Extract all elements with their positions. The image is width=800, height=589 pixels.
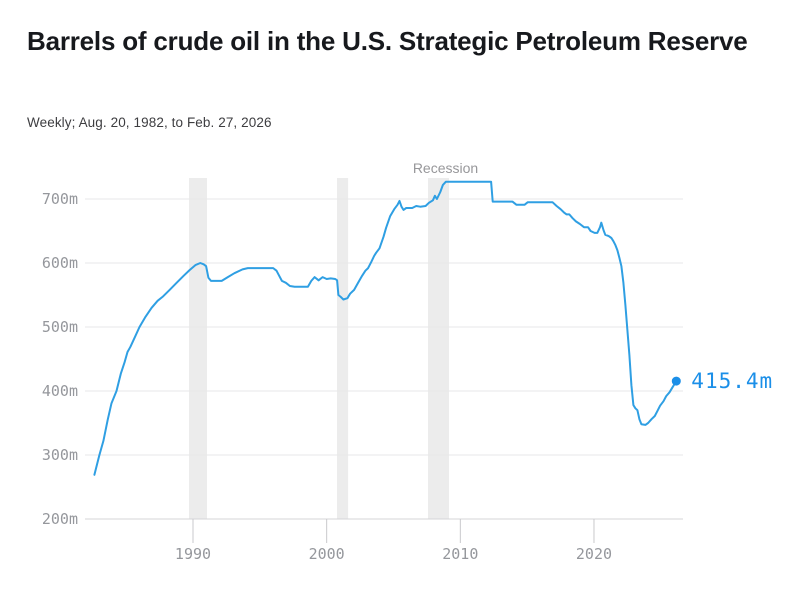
y-axis-label: 300m xyxy=(42,446,78,464)
x-axis-label: 2000 xyxy=(309,545,345,563)
y-axis-label: 700m xyxy=(42,190,78,208)
x-axis-label: 2010 xyxy=(442,545,478,563)
recession-band xyxy=(428,178,449,519)
chart-title: Barrels of crude oil in the U.S. Strateg… xyxy=(27,26,748,56)
endpoint-value-label: 415.4m xyxy=(691,369,773,393)
y-axis-label: 200m xyxy=(42,510,78,528)
y-axis-label: 600m xyxy=(42,254,78,272)
spr-series-line xyxy=(93,180,678,476)
recession-band xyxy=(189,178,207,519)
y-axis-label: 500m xyxy=(42,318,78,336)
endpoint-dot xyxy=(671,376,681,386)
recession-annotation: Recession xyxy=(413,160,478,176)
y-axis-label: 400m xyxy=(42,382,78,400)
recession-band xyxy=(337,178,349,519)
chart-subtitle: Weekly; Aug. 20, 1982, to Feb. 27, 2026 xyxy=(27,115,272,130)
x-axis-label: 2020 xyxy=(576,545,612,563)
x-axis-label: 1990 xyxy=(175,545,211,563)
